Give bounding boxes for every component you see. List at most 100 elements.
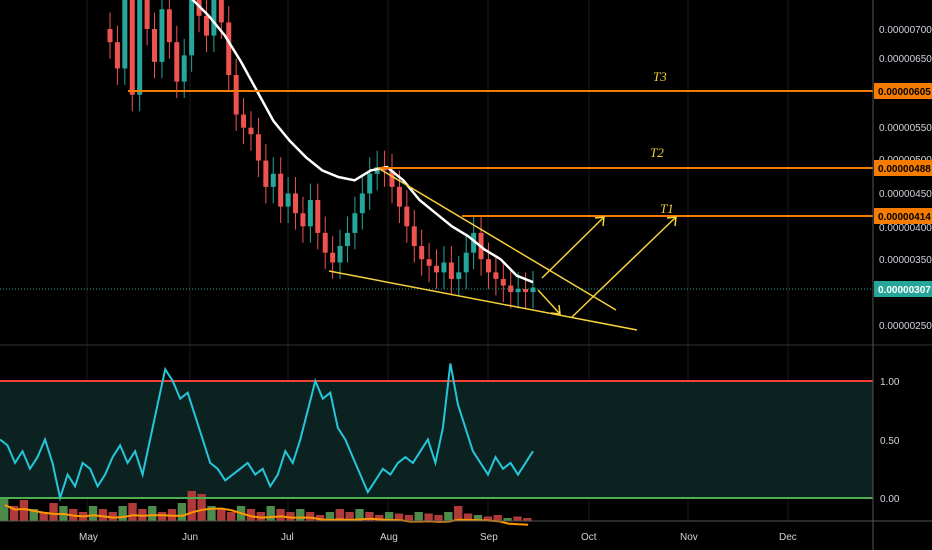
time-label: Sep <box>480 532 498 543</box>
candle-body <box>144 0 150 29</box>
volume-moving-average <box>4 504 529 526</box>
current-price-tag <box>874 281 932 297</box>
candle-body <box>285 193 291 207</box>
projection-arrow-1 <box>541 216 605 279</box>
volume-bar <box>355 509 364 521</box>
oscillator-tick: 1.00 <box>880 377 900 388</box>
candle-body <box>330 252 336 263</box>
candle-body <box>456 272 462 279</box>
candle-body <box>515 288 521 293</box>
volume-bar <box>108 512 117 521</box>
candle-body <box>463 252 469 273</box>
projection-arrow-down <box>537 289 561 315</box>
volume-bar <box>325 512 335 521</box>
moving-average-line <box>190 0 534 284</box>
candle-body <box>352 213 358 233</box>
time-label: May <box>79 532 98 543</box>
candle-body <box>196 0 202 16</box>
price-axis[interactable]: 0.00000700 0.00000650 0.00000550 0.00000… <box>874 25 932 332</box>
candle-body <box>404 206 410 227</box>
candle-body <box>493 272 499 279</box>
candle-body <box>166 9 172 43</box>
volume-bar <box>404 515 414 521</box>
target-lines: T3 T2 T1 <box>128 69 873 217</box>
projection-arrow-down-head <box>550 304 561 315</box>
candle-body <box>159 9 165 62</box>
candle-body <box>322 232 328 253</box>
volume-bar <box>0 497 9 521</box>
price-candles <box>107 0 536 309</box>
volume-bar <box>296 509 305 521</box>
candle-body <box>218 0 224 23</box>
candle-body <box>255 134 261 161</box>
price-tag-t1 <box>874 208 932 224</box>
volume-bar <box>375 515 384 521</box>
candle-body <box>411 226 417 247</box>
volume-bar <box>414 512 423 521</box>
candle-body <box>278 173 284 207</box>
volume-bar <box>187 491 196 521</box>
time-label: Jun <box>182 532 198 543</box>
price-tag-t2-text: 0.00000488 <box>878 164 931 175</box>
price-tick: 0.00000450 <box>879 189 932 200</box>
volume-bar <box>483 516 493 521</box>
candle-body <box>233 75 239 115</box>
volume-bar <box>503 518 512 521</box>
volume-bar <box>434 515 443 521</box>
candle-body <box>107 29 113 43</box>
oscillator-tick: 0.00 <box>880 494 900 505</box>
candle-body <box>471 232 477 253</box>
candle-body <box>211 0 217 36</box>
volume-bar <box>9 506 19 521</box>
volume-bar <box>384 512 394 521</box>
oscillator-line <box>0 363 534 502</box>
volume-bar <box>493 515 502 521</box>
candle-body <box>448 262 454 279</box>
price-tag-t2 <box>874 160 932 176</box>
projection-arrow-1-head <box>594 216 605 227</box>
volume-bar <box>207 506 216 521</box>
candle-body <box>367 173 373 194</box>
volume-bar <box>315 515 325 521</box>
volume-bar <box>39 512 48 521</box>
volume-bar <box>424 513 433 521</box>
candle-body <box>152 29 158 62</box>
candle-body <box>419 246 425 260</box>
time-axis[interactable]: May Jun Jul Aug Sep Oct Nov Dec <box>79 532 797 543</box>
oscillator-axis[interactable]: 1.00 0.50 0.00 <box>880 377 900 505</box>
volume-bar <box>444 512 453 521</box>
candle-body <box>307 200 313 227</box>
candle-body <box>396 186 402 207</box>
target-label-t2: T2 <box>650 145 664 160</box>
candle-body <box>300 213 306 227</box>
time-label: Dec <box>779 532 797 543</box>
candle-body <box>293 193 299 214</box>
volume-bar <box>345 512 354 521</box>
candle-body <box>181 55 187 82</box>
candle-body <box>248 127 254 135</box>
volume-bar <box>305 512 315 521</box>
price-tick: 0.00000400 <box>879 223 932 234</box>
candle-body <box>441 262 447 273</box>
target-label-t3: T3 <box>653 69 667 84</box>
candle-body <box>426 259 432 266</box>
candle-body <box>270 173 276 187</box>
candle-body <box>189 0 195 56</box>
time-label: Nov <box>680 532 698 543</box>
volume-bar <box>118 506 127 521</box>
candle-body <box>344 232 350 247</box>
volume-bar <box>473 515 483 521</box>
candle-body <box>114 42 120 69</box>
price-tick: 0.00000650 <box>879 54 932 65</box>
wedge-upper-trendline <box>377 167 617 311</box>
volume-bar <box>217 509 226 521</box>
price-tick: 0.00000700 <box>879 25 932 36</box>
volume-bar <box>148 506 157 521</box>
current-price-tag-text: 0.00000307 <box>878 285 931 296</box>
price-tag-t3 <box>874 83 932 99</box>
time-label: Jul <box>281 532 294 543</box>
candle-body <box>530 287 536 293</box>
falling-wedge-pattern[interactable] <box>328 167 677 331</box>
candle-body <box>485 259 491 273</box>
